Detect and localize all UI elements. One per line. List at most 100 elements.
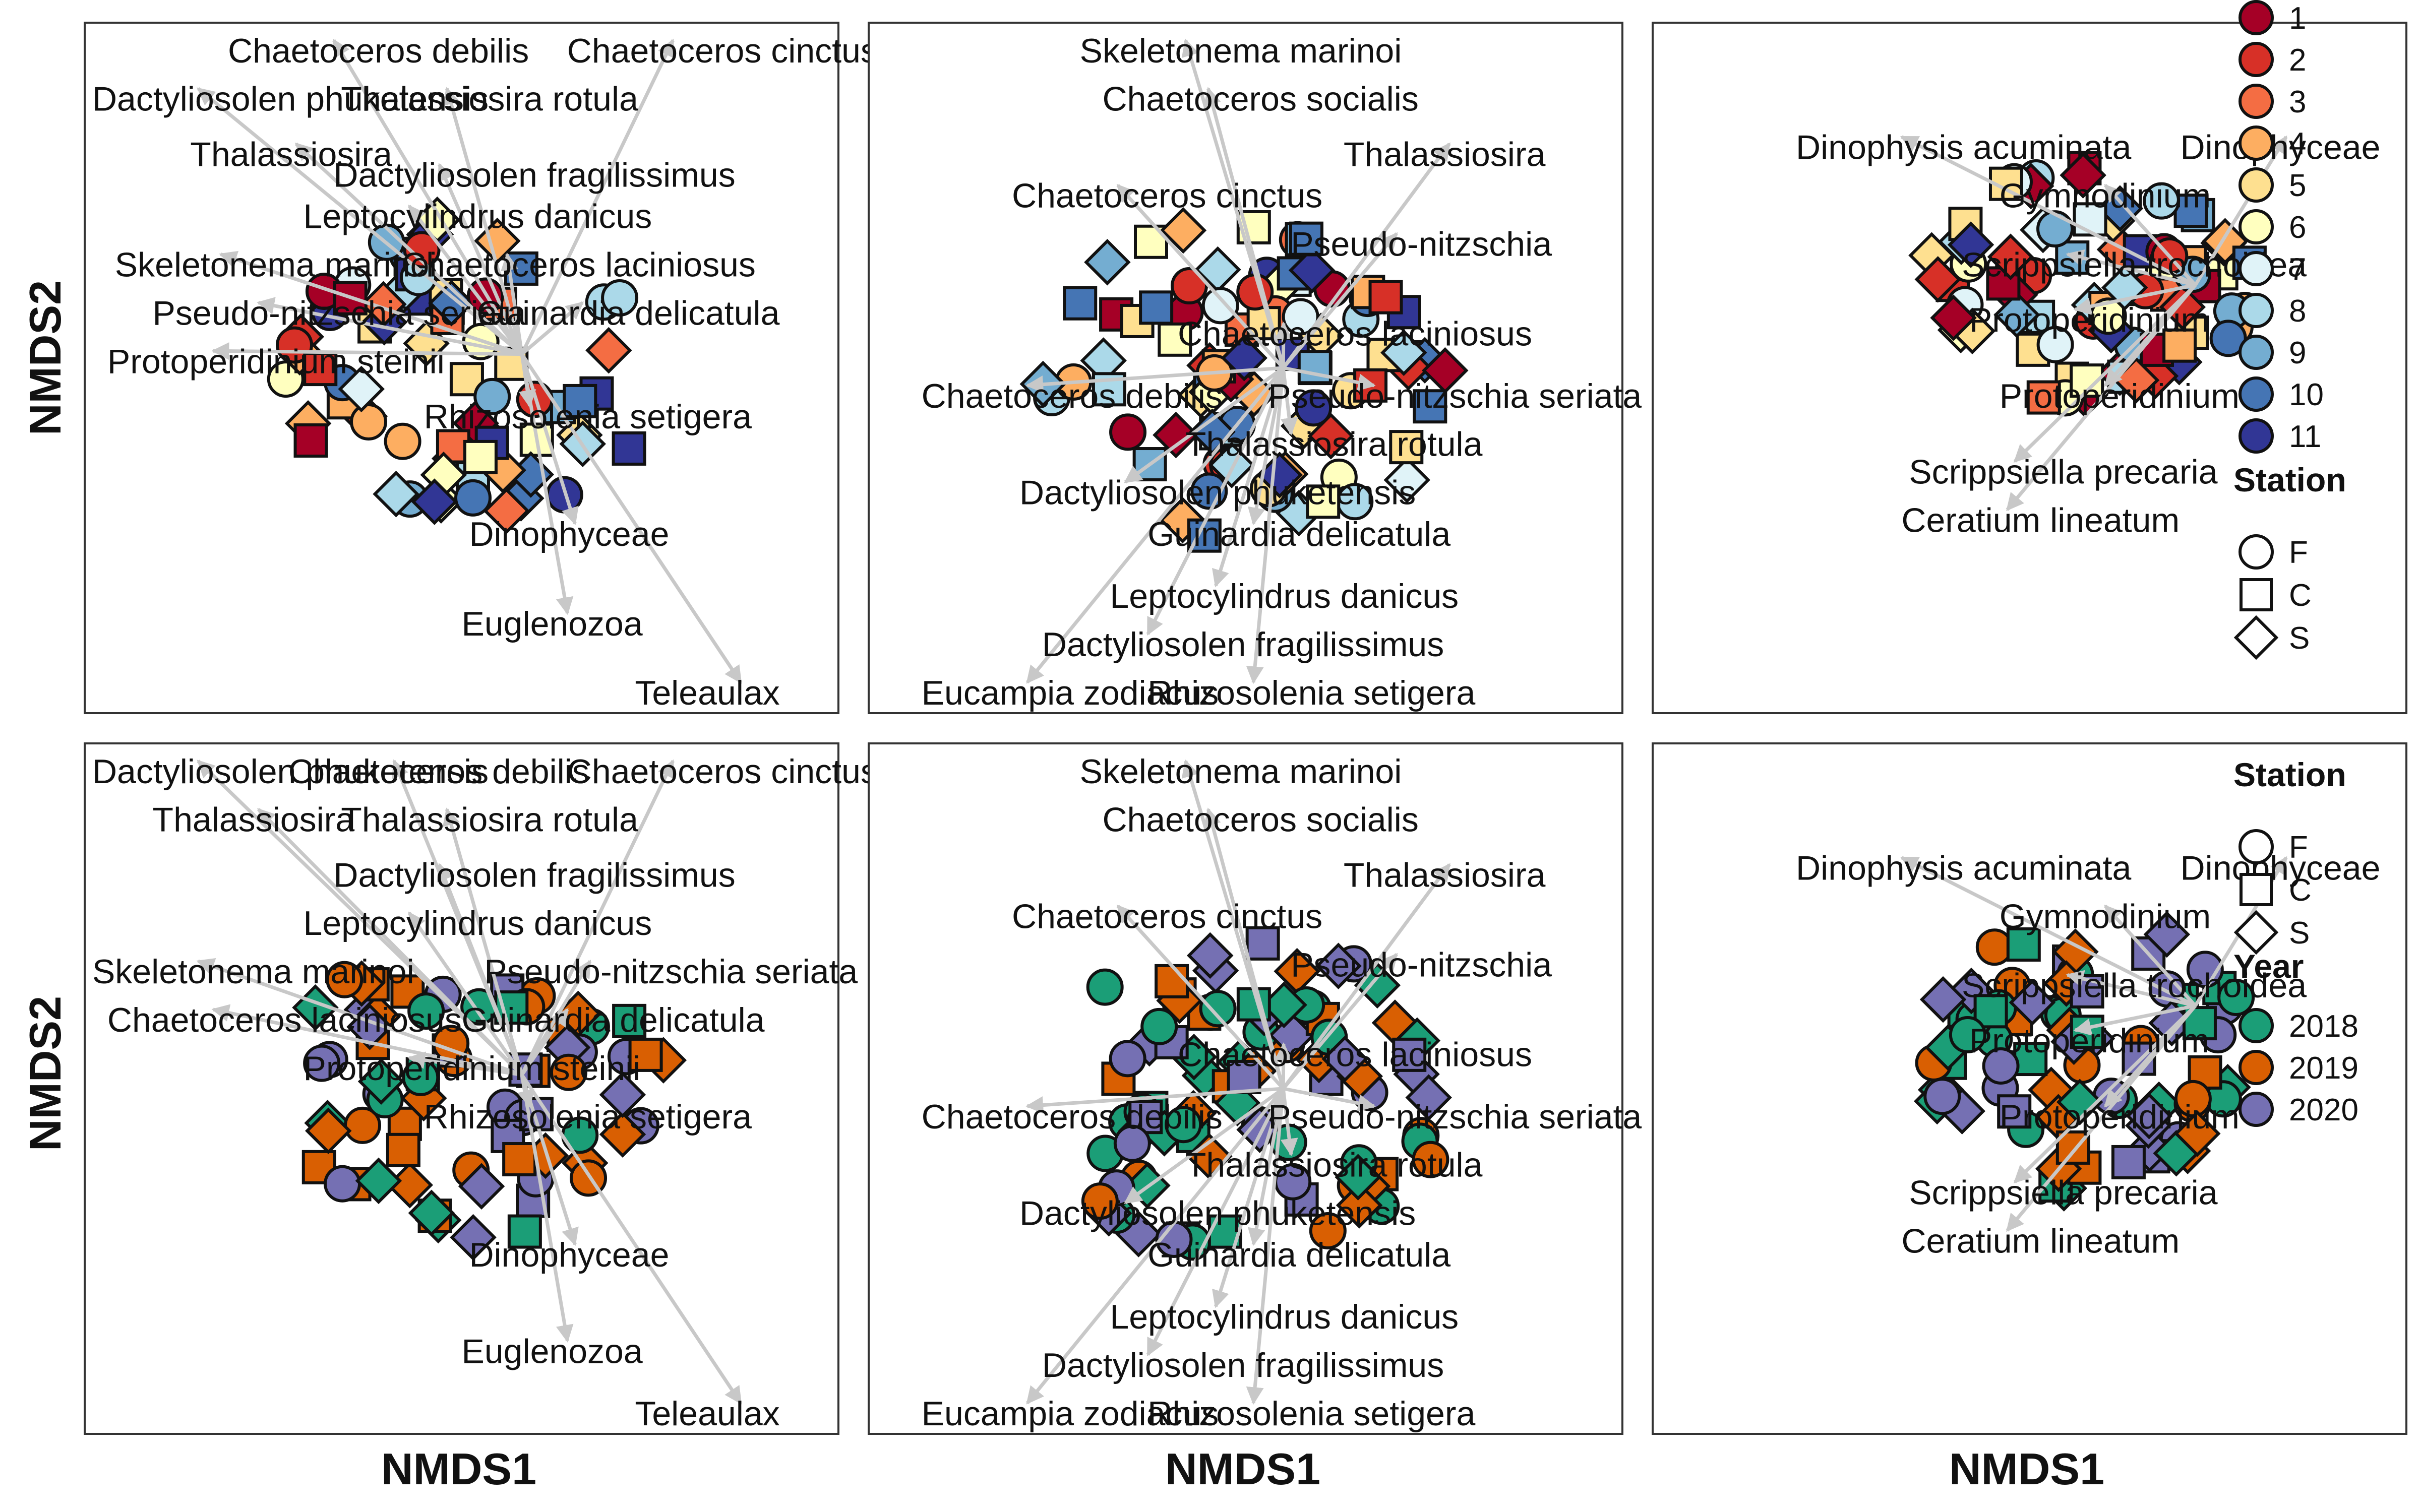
legends-group: 1234567891011StationFCSStationFCSYear201… <box>2233 0 2358 1127</box>
y-axis-title-bottom: NMDS2 <box>20 996 70 1151</box>
species-arrow <box>1246 1088 1285 1405</box>
sample-point-diamond <box>1383 457 1430 503</box>
species-arrow <box>407 204 523 355</box>
legend-square-icon <box>2240 873 2273 906</box>
sample-point-diamond <box>2202 218 2249 265</box>
sample-point-diamond <box>1321 1035 1368 1083</box>
sample-point-diamond <box>1380 329 1427 376</box>
sample-point-diamond <box>2009 979 2056 1026</box>
species-arrow <box>520 759 675 1076</box>
sample-point-square <box>449 362 484 397</box>
species-label: Dactyliosolen fragilissimus <box>1042 1346 1444 1384</box>
species-label: Chaetoceros debilis <box>228 32 529 70</box>
species-label: Guinardia delicatula <box>462 1001 765 1039</box>
species-label: Skeletonema marinoi <box>1080 32 1402 70</box>
species-arrow <box>437 863 524 1076</box>
legend-month-swatch <box>2238 42 2274 77</box>
species-label: Gymnodinium <box>2000 177 2211 215</box>
species-label: Rhizosolenia setigera <box>424 398 752 436</box>
species-arrow <box>443 87 524 355</box>
species-arrow <box>520 353 579 526</box>
species-label: Dactyliosolen phuketensis <box>1019 1194 1416 1233</box>
sample-point-square <box>2006 927 2041 962</box>
legend-year-label: 2018 <box>2289 1009 2358 1044</box>
species-label: Thalassiosira <box>1344 856 1546 894</box>
sample-point-diamond <box>1084 238 1131 286</box>
species-label: Leptocylindrus danicus <box>304 904 652 942</box>
sample-point-circle <box>1086 968 1124 1006</box>
sample-point-circle <box>550 1053 587 1091</box>
sample-point-square <box>1997 1094 2032 1129</box>
sample-point-square <box>2073 202 2107 237</box>
sample-point-square <box>386 1132 420 1167</box>
legend-year-label: 2019 <box>2289 1051 2358 1086</box>
species-label: Guinardia delicatula <box>1147 515 1450 553</box>
sample-point-square <box>1155 964 1189 998</box>
sample-point-square <box>628 1037 663 1072</box>
species-label: Leptocylindrus danicus <box>1110 577 1459 615</box>
legend-month-label: 7 <box>2289 252 2306 287</box>
species-arrow <box>294 142 523 356</box>
species-label: Chaetoceros socialis <box>1102 801 1418 839</box>
legend-month-label: 1 <box>2289 1 2306 36</box>
species-vectors-top-middle: Skeletonema marinoi Chaetoceros socialis T… <box>922 32 1642 712</box>
legend-month-swatch <box>2238 293 2274 328</box>
legend-station-label: F <box>2289 830 2308 865</box>
species-label: Euglenozoa <box>462 605 643 643</box>
species-arrow <box>1116 183 1285 369</box>
species-arrow <box>1283 366 1376 392</box>
sample-point-circle <box>2143 182 2181 220</box>
legend-month-swatch <box>2238 335 2274 370</box>
legend-month-label: 5 <box>2289 168 2306 203</box>
species-arrow <box>1900 856 2196 1007</box>
legend-month-swatch <box>2238 376 2274 412</box>
points-bottom-middle <box>1081 926 1452 1261</box>
species-arrow <box>1025 366 1285 684</box>
y-axis-title-top: NMDS2 <box>20 280 70 435</box>
sample-point-diamond <box>305 1107 352 1155</box>
species-arrow <box>1116 904 1285 1090</box>
species-label: Thalassiosira rotula <box>341 801 638 839</box>
points-top-left <box>267 196 646 534</box>
species-label: Scrippsiella precaria <box>1909 1174 2217 1212</box>
sample-point-circle <box>2089 297 2127 335</box>
species-vectors-bottom-right: Dinophysis acuminata Dinophyceae Gymnodini… <box>1796 849 2380 1261</box>
species-label: Eucampia zodiacus <box>922 674 1219 712</box>
species-label: Rhizosolenia setigera <box>424 1098 752 1136</box>
species-label: Teleaulax <box>635 1395 779 1433</box>
species-label: Chaetoceros socialis <box>1102 80 1418 118</box>
legend-circle-icon <box>2238 829 2274 864</box>
species-label: Rhizosolenia setigera <box>1147 674 1475 712</box>
sample-point-square <box>463 439 498 474</box>
sample-point-square <box>502 1142 537 1177</box>
sample-point-square <box>1289 221 1323 256</box>
x-axis-title-left: NMDS1 <box>381 1444 536 1494</box>
panel-bottom-middle: Skeletonema marinoi Chaetoceros socialis T… <box>868 742 1642 1435</box>
species-label: Pseudo-nitzschia seriata <box>153 294 526 332</box>
species-arrow <box>501 253 524 355</box>
species-label: Thalassiosira <box>153 801 355 839</box>
species-label: Pseudo-nitzschia <box>1291 946 1552 984</box>
sample-point-circle <box>324 1165 361 1203</box>
species-arrow <box>1900 135 2196 287</box>
species-label: Dactyliosolen phuketensis <box>1019 474 1416 512</box>
species-label: Guinardia delicatula <box>1147 1236 1450 1274</box>
species-label: Dinophysis acuminata <box>1796 129 2131 167</box>
species-label: Chaetoceros cinctus <box>567 752 878 791</box>
sample-point-diamond <box>428 280 475 327</box>
sample-point-circle <box>1309 1212 1347 1249</box>
panel-frame <box>84 742 839 1435</box>
species-arrow <box>2073 283 2196 315</box>
species-arrow <box>1280 1088 1298 1157</box>
sample-point-circle <box>1199 990 1237 1028</box>
species-label: Dactyliosolen phuketensis <box>92 752 489 791</box>
sample-point-circle <box>1113 1124 1151 1162</box>
species-arrow <box>1025 366 1284 394</box>
species-arrow <box>2013 284 2197 463</box>
species-arrow <box>2073 1004 2196 1036</box>
species-label: Gymnodinium <box>2000 898 2211 936</box>
species-label: Dinophysis acuminata <box>1796 849 2131 888</box>
species-arrow <box>2006 1004 2197 1232</box>
legend-month-label: 11 <box>2289 419 2321 454</box>
sample-point-square <box>1139 290 1174 325</box>
